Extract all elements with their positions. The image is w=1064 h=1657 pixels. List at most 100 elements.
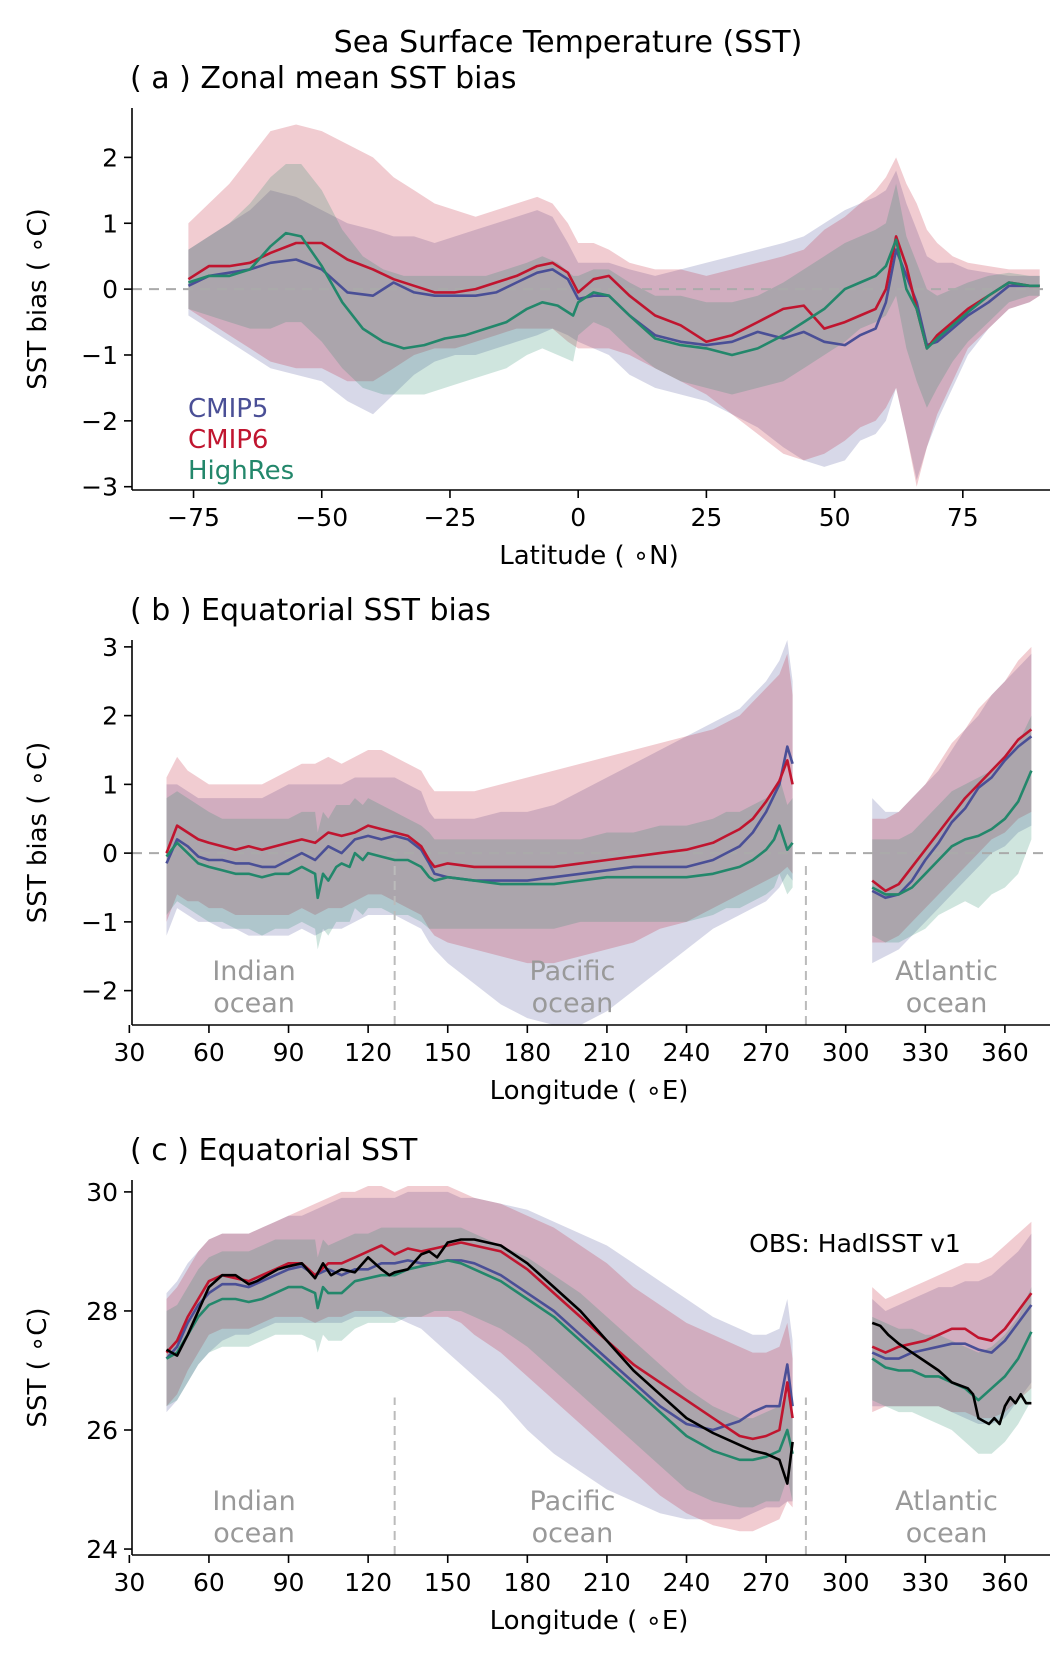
- y-tick-label: −1: [81, 908, 118, 937]
- panel-b-title: ( b ) Equatorial SST bias: [130, 593, 491, 628]
- region-label: Indian: [212, 1486, 295, 1517]
- x-tick-label: 75: [947, 503, 979, 532]
- y-tick-label: 26: [86, 1416, 118, 1445]
- x-tick-label: −25: [424, 503, 477, 532]
- y-axis-label: SST bias ( ∘C): [23, 742, 53, 924]
- series-cmip5-spread-band: [166, 640, 793, 1025]
- series-cmip5-spread-band: [166, 1191, 793, 1520]
- series-cmip6-spread-band: [188, 124, 1040, 487]
- x-tick-label: 120: [344, 1038, 392, 1067]
- region-label: Atlantic: [895, 956, 998, 987]
- panel-a-plot-area: [132, 124, 1050, 487]
- region-label: ocean: [213, 988, 295, 1019]
- series-highres-line: [188, 231, 1040, 357]
- y-tick-label: −2: [81, 977, 118, 1006]
- panel-c-title: ( c ) Equatorial SST: [130, 1133, 418, 1168]
- x-tick-label: 90: [273, 1568, 305, 1597]
- series-cmip5-line: [871, 1304, 1033, 1360]
- y-tick-label: 1: [102, 209, 118, 238]
- y-tick-label: 2: [102, 143, 118, 172]
- y-tick-label: 3: [102, 633, 118, 662]
- y-tick-label: 1: [102, 770, 118, 799]
- series-cmip6-spread-band: [166, 653, 793, 964]
- legend-entry-highres: HighRes: [188, 456, 294, 486]
- x-tick-label: 50: [819, 503, 851, 532]
- obs-annotation: OBS: HadISST v1: [749, 1229, 961, 1258]
- y-tick-label: −1: [81, 341, 118, 370]
- x-tick-label: 300: [822, 1038, 870, 1067]
- y-axis-label: SST ( ∘C): [23, 1307, 53, 1427]
- x-axis-label: Longitude ( ∘E): [490, 1606, 689, 1636]
- series-highres-line: [871, 770, 1033, 896]
- x-tick-label: 360: [981, 1038, 1029, 1067]
- series-cmip5-spread-band: [188, 170, 1040, 481]
- x-tick-label: 180: [503, 1568, 551, 1597]
- y-tick-label: 0: [102, 839, 118, 868]
- x-tick-label: 30: [113, 1568, 145, 1597]
- y-tick-label: 0: [102, 275, 118, 304]
- series-cmip5-line: [165, 745, 794, 882]
- x-tick-label: 60: [193, 1038, 225, 1067]
- panel-c-plot-area: [165, 1186, 1033, 1555]
- y-tick-label: 2: [102, 702, 118, 731]
- series-obs-line: [871, 1321, 1032, 1426]
- series-cmip6-line: [871, 728, 1033, 893]
- x-tick-label: 270: [742, 1038, 790, 1067]
- series-obs-line: [165, 1238, 794, 1485]
- panel-b-equatorial-sst-bias: ( b ) Equatorial SST biasIndianoceanPaci…: [23, 593, 1050, 1106]
- series-highres-spread-band: [872, 1287, 1032, 1454]
- legend-entry-cmip5: CMIP5: [188, 394, 268, 424]
- series-cmip6-line: [165, 759, 794, 869]
- x-tick-label: 90: [273, 1038, 305, 1067]
- panel-a-title: ( a ) Zonal mean SST bias: [130, 61, 517, 96]
- series-cmip6-line: [871, 1292, 1033, 1354]
- series-highres-spread-band: [166, 1227, 793, 1508]
- x-tick-label: 240: [663, 1568, 711, 1597]
- region-label: ocean: [906, 1518, 988, 1549]
- x-tick-label: 330: [901, 1038, 949, 1067]
- region-label: ocean: [213, 1518, 295, 1549]
- x-tick-label: 120: [344, 1568, 392, 1597]
- x-tick-label: 330: [901, 1568, 949, 1597]
- series-highres-line: [165, 1259, 794, 1462]
- y-tick-label: 30: [86, 1178, 118, 1207]
- y-axis-label: SST bias ( ∘C): [23, 208, 53, 390]
- x-tick-label: 270: [742, 1568, 790, 1597]
- panel-b-plot-area: [132, 640, 1050, 1025]
- series-cmip6-spread-band: [872, 1221, 1032, 1419]
- x-tick-label: 25: [690, 503, 722, 532]
- x-axis-label: Latitude ( ∘N): [499, 541, 679, 571]
- region-label: ocean: [532, 1518, 614, 1549]
- x-axis-label: Longitude ( ∘E): [490, 1076, 689, 1106]
- x-tick-label: 60: [193, 1568, 225, 1597]
- region-label: Pacific: [530, 1486, 616, 1517]
- series-highres-spread-band: [166, 777, 793, 950]
- y-tick-label: 28: [86, 1297, 118, 1326]
- legend-entry-cmip6: CMIP6: [188, 425, 268, 455]
- panel-c-equatorial-sst: ( c ) Equatorial SSTIndianoceanPacificoc…: [23, 1133, 1050, 1636]
- region-label: ocean: [906, 988, 988, 1019]
- y-tick-label: 24: [86, 1535, 118, 1564]
- x-tick-label: 210: [583, 1038, 631, 1067]
- x-tick-label: −50: [295, 503, 348, 532]
- x-tick-label: 210: [583, 1568, 631, 1597]
- region-label: Pacific: [530, 956, 616, 987]
- x-tick-label: 30: [113, 1038, 145, 1067]
- region-label: Indian: [212, 956, 295, 987]
- region-label: ocean: [532, 988, 614, 1019]
- x-tick-label: 0: [570, 503, 586, 532]
- region-label: Atlantic: [895, 1486, 998, 1517]
- x-tick-label: 150: [424, 1568, 472, 1597]
- figure-title: Sea Surface Temperature (SST): [334, 25, 803, 60]
- series-highres-line: [165, 824, 794, 900]
- x-tick-label: 360: [981, 1568, 1029, 1597]
- x-tick-label: 180: [503, 1038, 551, 1067]
- y-tick-label: −2: [81, 407, 118, 436]
- x-tick-label: −75: [167, 503, 220, 532]
- x-tick-label: 240: [663, 1038, 711, 1067]
- x-tick-label: 150: [424, 1038, 472, 1067]
- x-tick-label: 300: [822, 1568, 870, 1597]
- y-tick-label: −3: [81, 473, 118, 502]
- panel-a-zonal-mean-sst-bias: ( a ) Zonal mean SST bias CMIP5CMIP6HighR…: [23, 61, 1050, 571]
